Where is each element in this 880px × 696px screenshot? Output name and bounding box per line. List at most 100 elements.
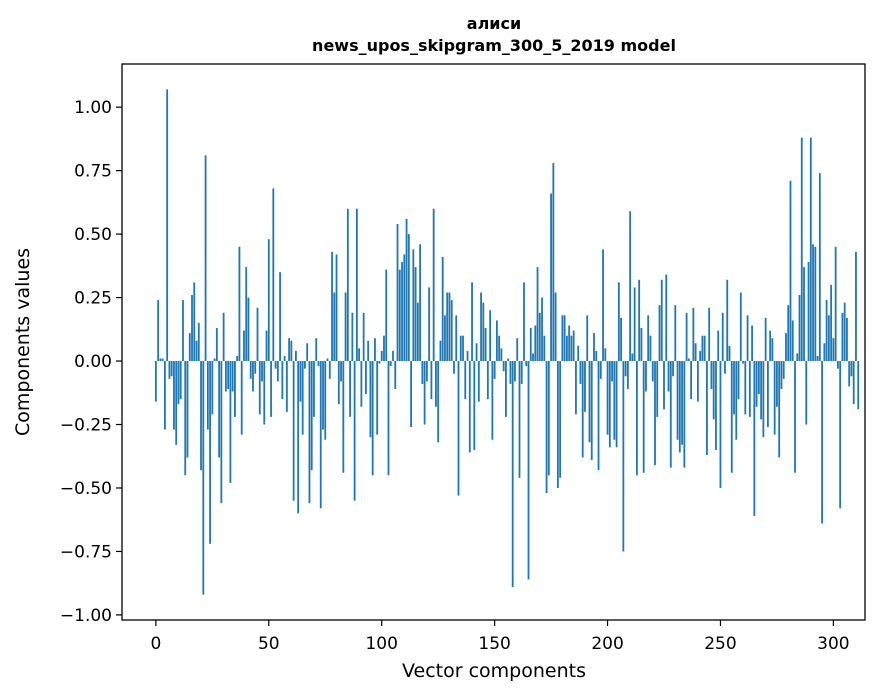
bar: [584, 361, 586, 412]
bar: [728, 345, 731, 362]
bar: [414, 267, 417, 362]
bar: [267, 239, 270, 362]
bar: [545, 361, 548, 494]
y-tick-label: −0.75: [60, 542, 112, 562]
x-tick-label: 0: [150, 634, 161, 654]
bar: [645, 361, 647, 392]
bar: [556, 361, 559, 488]
bar: [518, 361, 521, 478]
bar: [432, 208, 435, 362]
bar: [538, 312, 541, 362]
bar: [620, 317, 622, 362]
bar: [617, 282, 620, 362]
bar: [570, 335, 573, 362]
bar: [590, 361, 593, 461]
bar: [701, 335, 704, 362]
bar: [441, 256, 444, 362]
bar: [658, 305, 661, 362]
bar: [484, 328, 487, 362]
x-tick-label: 250: [704, 634, 736, 654]
bar: [834, 246, 837, 362]
bar: [213, 358, 216, 362]
bar: [177, 361, 180, 405]
bar: [349, 361, 351, 417]
bar: [308, 361, 311, 504]
bar: [724, 361, 726, 374]
bar: [744, 361, 747, 415]
bar: [649, 335, 652, 362]
bar: [425, 361, 428, 382]
bar: [529, 328, 532, 362]
bar: [708, 307, 711, 362]
bar: [622, 361, 625, 552]
bar: [766, 361, 769, 428]
bar: [398, 269, 401, 362]
bar: [547, 361, 550, 476]
bar: [292, 361, 295, 501]
bar: [215, 328, 218, 362]
bar: [184, 361, 187, 476]
bar: [715, 361, 717, 450]
bar: [200, 361, 202, 471]
bar: [534, 325, 537, 362]
bar: [482, 302, 485, 362]
bar: [491, 361, 494, 440]
bar: [712, 361, 715, 420]
bar: [365, 361, 367, 395]
bar: [787, 305, 790, 362]
bar: [660, 279, 663, 362]
bar: [737, 361, 740, 400]
bar: [448, 292, 451, 362]
bar: [552, 163, 555, 362]
bar: [243, 330, 245, 362]
x-tick-label: 200: [591, 634, 623, 654]
bar: [830, 284, 833, 362]
bar: [780, 361, 783, 389]
bar: [252, 361, 254, 392]
bar: [626, 361, 629, 389]
bar: [803, 267, 805, 362]
bar: [683, 361, 686, 468]
bar: [240, 361, 243, 435]
bar: [471, 282, 473, 362]
bar: [832, 338, 835, 362]
bar: [166, 89, 169, 362]
bar: [263, 361, 266, 425]
bar: [218, 361, 221, 458]
bar: [475, 343, 478, 362]
bar: [392, 350, 394, 362]
bar: [687, 358, 690, 362]
bar: [561, 315, 564, 362]
bar: [283, 355, 286, 362]
bar: [324, 361, 327, 440]
bar: [204, 155, 207, 362]
bar: [265, 330, 268, 362]
bar: [444, 315, 446, 362]
bar: [773, 361, 776, 435]
bar: [351, 312, 354, 362]
bar: [636, 361, 638, 476]
x-tick-label: 150: [478, 634, 510, 654]
bar: [505, 361, 507, 417]
bar: [674, 305, 677, 362]
bar: [511, 361, 514, 587]
bar: [331, 251, 333, 362]
bar: [489, 310, 492, 362]
bar: [374, 338, 376, 362]
bar: [742, 361, 744, 364]
bar: [703, 335, 706, 362]
bar: [247, 297, 250, 362]
bar: [346, 208, 349, 362]
bar: [419, 244, 422, 362]
bar: [421, 361, 424, 384]
y-tick-label: 0.00: [74, 352, 112, 372]
bar: [597, 361, 600, 471]
bar: [710, 361, 713, 389]
bar: [839, 361, 842, 509]
bar: [568, 325, 571, 362]
bar: [676, 361, 679, 440]
bar: [694, 343, 697, 362]
bar: [837, 361, 839, 369]
bar: [231, 361, 234, 392]
bar: [224, 361, 227, 392]
